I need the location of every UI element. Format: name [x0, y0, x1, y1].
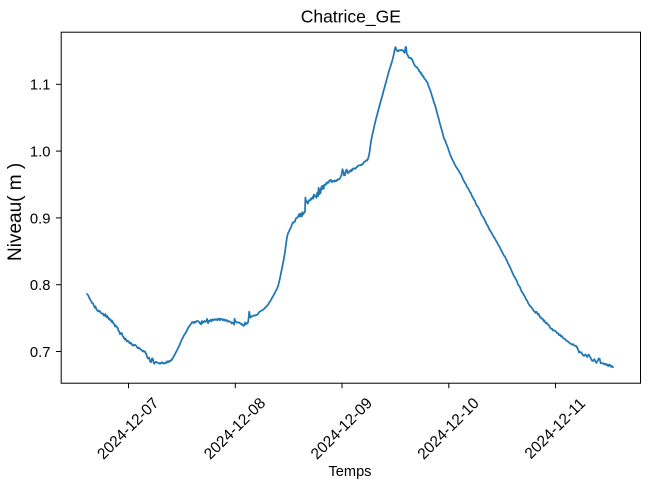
svg-text:2024-12-09: 2024-12-09: [308, 395, 376, 463]
svg-text:2024-12-07: 2024-12-07: [94, 395, 162, 463]
svg-text:Chatrice_GE: Chatrice_GE: [301, 6, 401, 27]
svg-text:0.9: 0.9: [30, 211, 51, 227]
svg-text:1.1: 1.1: [30, 78, 51, 94]
svg-text:0.7: 0.7: [30, 345, 51, 361]
svg-text:Niveau( m ): Niveau( m ): [5, 163, 26, 261]
svg-text:1.0: 1.0: [30, 145, 51, 161]
svg-text:2024-12-10: 2024-12-10: [415, 395, 483, 463]
svg-text:2024-12-11: 2024-12-11: [522, 395, 589, 462]
svg-text:Temps: Temps: [329, 464, 372, 480]
svg-text:2024-12-08: 2024-12-08: [201, 395, 269, 463]
svg-text:0.8: 0.8: [30, 278, 51, 294]
